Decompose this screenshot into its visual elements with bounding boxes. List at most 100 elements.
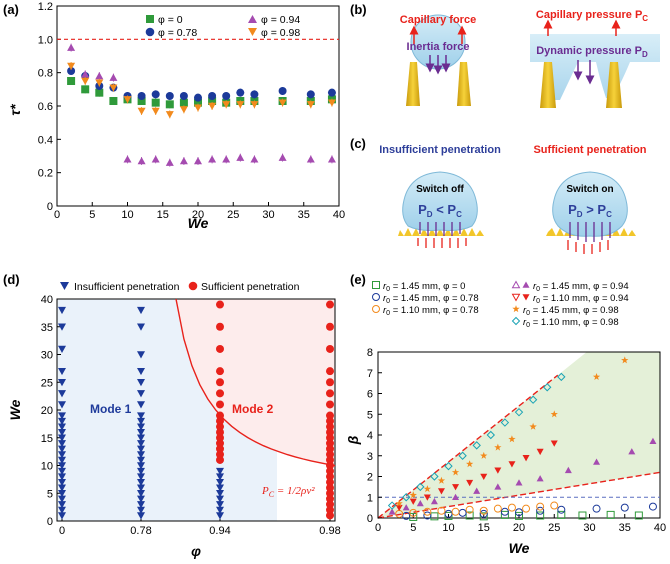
cone-b-left-1 (406, 62, 420, 106)
e-point-0-7 (536, 511, 545, 520)
d-point-0-48 (137, 367, 145, 376)
a-point-2-14 (278, 153, 287, 161)
d-point-0-15 (58, 429, 66, 437)
a-point-3-16 (327, 99, 336, 107)
a-point-2-2 (95, 72, 104, 80)
e-legend-marker-3 (511, 280, 521, 289)
c-left-relation: PD < PC (418, 202, 462, 219)
d-ytick-label-5: 25 (41, 377, 53, 389)
legend-a-text-2: φ = 0.94 (261, 14, 300, 26)
legend-a-text-1: φ = 0.78 (158, 27, 197, 39)
a-point-3-1 (81, 77, 90, 85)
d-xtick-label-2: 0.94 (209, 525, 230, 537)
a-point-1-9 (194, 93, 202, 102)
a-point-2-4 (123, 155, 132, 163)
d-point-0-44 (137, 412, 145, 420)
e-ytick-label-5: 5 (367, 409, 373, 421)
a-xtick-label-2: 10 (121, 209, 133, 221)
e-legend-marker2-4 (522, 294, 530, 301)
b-dynamic-pressure-label: Dynamic pressure PD (536, 45, 648, 59)
a-point-0-8 (179, 98, 188, 107)
c-insufficient-title: Insufficient penetration (379, 144, 501, 156)
d-point-1-29 (326, 439, 334, 448)
panel-e-xlabel: We (509, 540, 530, 556)
d-point-1-39 (326, 344, 334, 353)
e-point-1-11 (648, 502, 657, 511)
e-point-6-0 (387, 501, 397, 510)
a-point-3-11 (222, 101, 231, 109)
e-point-1-6 (515, 508, 523, 517)
a-point-3-6 (151, 107, 160, 115)
e-point-0-4 (479, 512, 488, 521)
d-point-1-40 (326, 322, 334, 331)
a-point-2-12 (236, 153, 245, 161)
d-point-1-18 (326, 500, 334, 509)
panel-d-curve-label: PC = 1/2ρv² (261, 485, 315, 499)
d-ytick-label-7: 35 (41, 322, 53, 334)
a-point-0-6 (151, 98, 160, 107)
a-point-0-7 (165, 100, 174, 109)
e-legend-text-6: r0 = 1.10 mm, φ = 0.98 (523, 317, 619, 329)
e-point-2-9 (522, 504, 531, 513)
c-left-surface (398, 228, 484, 236)
e-point-0-10 (606, 510, 615, 519)
e-point-5-10 (550, 410, 558, 418)
d-point-0-6 (58, 478, 66, 487)
e-point-5-2 (423, 485, 431, 493)
a-point-0-1 (81, 85, 90, 94)
d-point-0-9 (58, 462, 66, 470)
e-point-6-11 (542, 383, 552, 392)
panel-d-mode2: Mode 2 (232, 402, 274, 416)
legend-a-marker-3 (248, 28, 257, 36)
d-point-1-20 (326, 489, 334, 498)
cone-b-right-2 (606, 62, 622, 108)
panel-e-legend: r0 = 1.45 mm, φ = 0r0 = 1.45 mm, φ = 0.7… (372, 280, 629, 329)
a-point-3-5 (137, 107, 146, 115)
d-ytick-label-8: 40 (41, 294, 53, 306)
d-point-1-21 (326, 483, 334, 492)
a-point-1-10 (208, 92, 217, 100)
d-point-1-17 (326, 505, 334, 514)
panel-d-bg-mode2 (176, 299, 335, 466)
d-point-0-28 (137, 501, 145, 509)
b-capillary-pressure-label: Capillary pressure PC (536, 9, 648, 23)
e-point-2-6 (479, 506, 488, 515)
panel-d-chart: 0 0.78 0.94 0.98 0 5 10 15 20 25 30 35 40 Mode 1 Mod… (7, 281, 341, 559)
e-legend-text-1: r0 = 1.45 mm, φ = 0.78 (383, 293, 479, 305)
a-point-1-8 (179, 92, 188, 100)
panel-c-schematic: Insufficient penetration Sufficient pene… (379, 144, 647, 254)
a-xtick-label-5: 25 (227, 209, 239, 221)
e-xtick-label-8: 40 (654, 522, 666, 534)
d-point-0-0 (58, 512, 66, 520)
d-ytick-label-6: 30 (41, 350, 53, 362)
panel-e-upper-bound (377, 374, 559, 519)
d-point-1-37 (326, 378, 334, 387)
cone-b-right-1 (540, 62, 556, 108)
a-point-3-12 (236, 101, 245, 109)
e-xtick-label-7: 35 (619, 522, 631, 534)
d-point-0-20 (58, 390, 66, 398)
e-point-0-11 (634, 511, 643, 520)
e-legend-marker-1 (372, 293, 380, 301)
d-point-1-3 (216, 439, 224, 448)
a-xtick-label-6: 30 (262, 209, 274, 221)
d-point-1-8 (216, 411, 224, 420)
e-xtick-label-4: 20 (513, 522, 525, 534)
d-point-0-55 (216, 495, 224, 503)
d-point-0-51 (137, 306, 145, 315)
d-ytick-label-3: 15 (41, 433, 53, 445)
e-point-5-0 (395, 499, 403, 507)
e-point-5-6 (480, 451, 488, 459)
a-point-2-13 (250, 155, 259, 163)
panel-e-ylabel: β (345, 435, 361, 445)
panel-d-xlabel: φ (191, 543, 201, 559)
d-point-1-13 (216, 344, 224, 353)
b-capillary-force-label: Capillary force (400, 14, 476, 26)
e-point-5-11 (592, 373, 601, 380)
e-point-5-7 (494, 443, 502, 451)
e-point-2-1 (409, 508, 418, 517)
e-point-4-10 (536, 448, 544, 456)
d-point-0-53 (216, 506, 224, 514)
a-point-1-7 (165, 92, 174, 100)
d-point-0-33 (137, 473, 145, 481)
